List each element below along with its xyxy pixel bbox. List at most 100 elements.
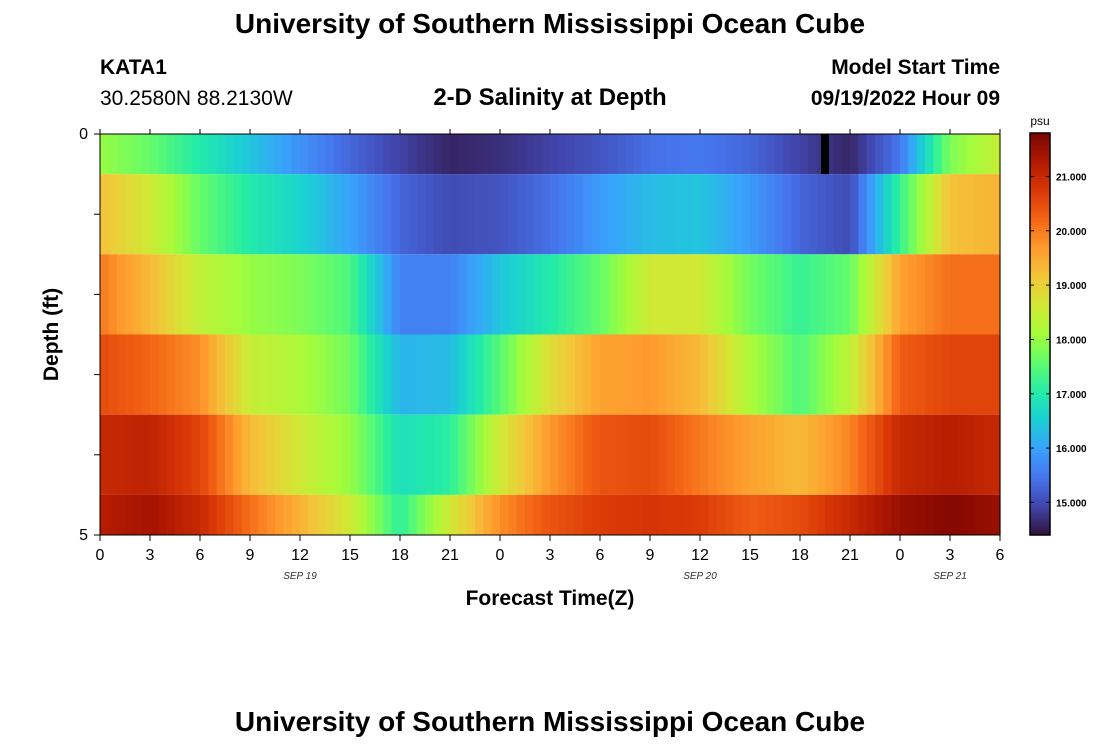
heatmap-cell <box>475 254 484 335</box>
heatmap-cell <box>333 134 343 175</box>
heatmap-cell <box>516 134 526 175</box>
heatmap-cell <box>900 494 909 535</box>
heatmap-cell <box>433 334 443 415</box>
heatmap-cell <box>925 134 934 175</box>
x-tick-label: 3 <box>546 547 555 564</box>
heatmap-cell <box>833 174 843 255</box>
station-id: KATA1 <box>100 56 167 79</box>
heatmap-cell <box>108 334 118 415</box>
heatmap-cell <box>408 334 418 415</box>
heatmap-cell <box>600 494 609 535</box>
heatmap-cell <box>483 254 493 335</box>
heatmap-cell <box>758 134 768 175</box>
heatmap-cell <box>208 494 218 535</box>
heatmap-cell <box>533 134 543 175</box>
heatmap-cell <box>225 414 234 495</box>
heatmap-cell <box>800 494 809 535</box>
heatmap-cell <box>666 494 676 535</box>
heatmap-cell <box>833 134 843 175</box>
heatmap-cell <box>208 414 218 495</box>
heatmap-cell <box>358 414 368 495</box>
heatmap-cell <box>683 334 693 415</box>
heatmap-cell <box>283 494 293 535</box>
heatmap-cell <box>233 334 243 415</box>
heatmap-cell <box>183 134 193 175</box>
heatmap-cell <box>750 494 759 535</box>
heatmap-cell <box>541 334 551 415</box>
heatmap-cell <box>841 414 851 495</box>
heatmap-cell <box>391 334 401 415</box>
x-tick-label: 0 <box>96 547 105 564</box>
heatmap-cell <box>900 414 909 495</box>
heatmap-cell <box>366 174 376 255</box>
heatmap-cell <box>966 254 976 335</box>
heatmap-cell <box>608 414 618 495</box>
heatmap-cell <box>483 334 493 415</box>
heatmap-cell <box>250 334 259 415</box>
heatmap-cell <box>516 254 526 335</box>
colorbar-tick-label: 16.000 <box>1056 444 1087 455</box>
heatmap-cell <box>133 494 143 535</box>
heatmap-cell <box>258 494 268 535</box>
heatmap-cell <box>608 134 618 175</box>
heatmap-cell <box>908 174 918 255</box>
heatmap-cell <box>183 334 193 415</box>
heatmap-cell <box>300 134 309 175</box>
heatmap-cell <box>991 134 1001 175</box>
heatmap-cell <box>616 174 626 255</box>
heatmap-cell <box>850 414 859 495</box>
heatmap-cell <box>425 494 434 535</box>
heatmap-cell <box>100 334 109 415</box>
heatmap-cell <box>566 134 576 175</box>
heatmap-cell <box>741 254 751 335</box>
heatmap-cell <box>675 414 684 495</box>
heatmap-cell <box>566 414 576 495</box>
heatmap-cell <box>125 174 134 255</box>
heatmap-cell <box>300 174 309 255</box>
heatmap-cell <box>841 134 851 175</box>
heatmap-cell <box>983 134 993 175</box>
heatmap-cell <box>941 494 951 535</box>
heatmap-cell <box>683 414 693 495</box>
heatmap-cell <box>758 494 768 535</box>
heatmap-cell <box>191 134 201 175</box>
heatmap-cell <box>991 414 1001 495</box>
heatmap-cell <box>508 134 518 175</box>
heatmap-cell <box>266 414 276 495</box>
heatmap-cell <box>950 494 959 535</box>
heatmap-cell <box>150 494 159 535</box>
heatmap-cell <box>166 254 176 335</box>
heatmap-cell <box>325 494 334 535</box>
heatmap-cell <box>741 494 751 535</box>
colorbar-tick-label: 15.000 <box>1056 498 1087 509</box>
heatmap-cell <box>575 134 584 175</box>
heatmap-cell <box>308 334 318 415</box>
heatmap-cell <box>766 174 776 255</box>
heatmap-cell <box>316 254 326 335</box>
heatmap-cell <box>933 134 943 175</box>
heatmap-cell <box>391 134 401 175</box>
heatmap-cell <box>883 174 893 255</box>
heatmap-cell <box>825 174 834 255</box>
heatmap-cell <box>316 414 326 495</box>
heatmap-cell <box>450 174 459 255</box>
heatmap-cell <box>875 134 884 175</box>
heatmap-cell <box>366 414 376 495</box>
heatmap-cell <box>366 334 376 415</box>
heatmap-cell <box>975 494 984 535</box>
heatmap-cell <box>625 254 634 335</box>
heatmap-cell <box>533 174 543 255</box>
heatmap-cell <box>266 254 276 335</box>
heatmap-cell <box>516 414 526 495</box>
heatmap-cell <box>100 254 109 335</box>
heatmap-cell <box>108 494 118 535</box>
heatmap-cell <box>866 254 876 335</box>
heatmap-cell <box>133 414 143 495</box>
heatmap-cell <box>166 414 176 495</box>
heatmap-cell <box>741 414 751 495</box>
heatmap-cell <box>441 134 451 175</box>
heatmap-cell <box>716 334 726 415</box>
heatmap-cell <box>633 334 643 415</box>
heatmap-cell <box>791 174 801 255</box>
heatmap-cell <box>291 494 301 535</box>
